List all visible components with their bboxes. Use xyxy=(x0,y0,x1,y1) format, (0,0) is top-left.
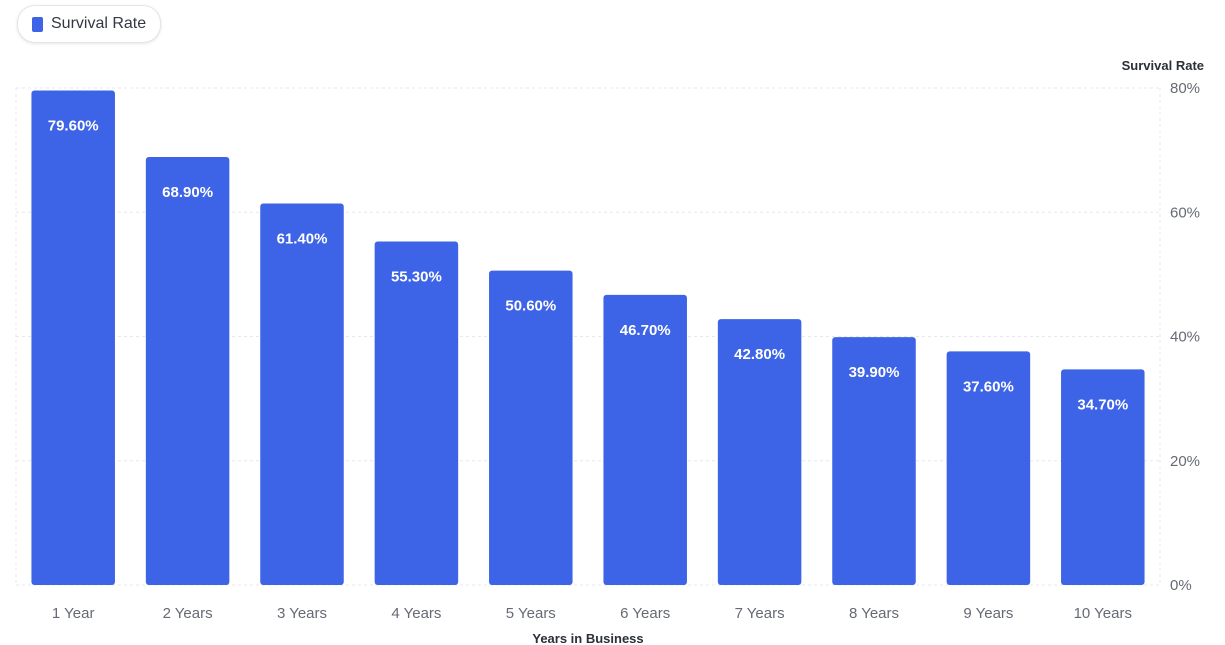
x-tick-label: 3 Years xyxy=(277,605,327,622)
data-label: 79.60% xyxy=(48,117,99,134)
x-tick-label: 8 Years xyxy=(849,605,899,622)
data-label: 68.90% xyxy=(162,184,213,201)
data-label: 42.80% xyxy=(734,346,785,363)
x-tick-label: 7 Years xyxy=(735,605,785,622)
bar[interactable] xyxy=(717,319,802,585)
x-tick-label: 10 Years xyxy=(1074,605,1132,622)
bar[interactable] xyxy=(31,90,115,586)
x-tick-label: 1 Year xyxy=(52,605,95,622)
bar[interactable] xyxy=(603,294,687,585)
bar[interactable] xyxy=(946,351,1031,585)
bar[interactable] xyxy=(145,156,230,586)
chart-legend[interactable]: Survival Rate xyxy=(17,5,162,43)
bar[interactable] xyxy=(374,241,459,586)
data-label: 46.70% xyxy=(620,322,671,339)
data-label: 61.40% xyxy=(277,231,328,248)
data-label: 55.30% xyxy=(391,268,442,285)
x-tick-label: 4 Years xyxy=(391,605,441,622)
y-axis-title: Survival Rate xyxy=(1122,58,1204,73)
x-tick-label: 5 Years xyxy=(506,605,556,622)
y-tick-label: 0% xyxy=(1170,577,1192,594)
legend-label: Survival Rate xyxy=(51,15,147,32)
bar[interactable] xyxy=(1061,369,1145,585)
y-tick-label: 20% xyxy=(1170,453,1200,470)
y-tick-label: 40% xyxy=(1170,329,1200,346)
bars xyxy=(31,90,1145,586)
data-label: 34.70% xyxy=(1077,396,1128,413)
x-tick-label: 9 Years xyxy=(963,605,1013,622)
legend-swatch xyxy=(32,16,43,32)
x-axis-title: Years in Business xyxy=(532,631,643,645)
bar[interactable] xyxy=(832,337,916,585)
bar[interactable] xyxy=(260,203,344,586)
y-tick-label: 80% xyxy=(1170,80,1200,97)
labels: 0% 20% 40% 60% 80% 79.60% 1 Year 68.90% 2 Years 6… xyxy=(48,80,1200,622)
data-label: 39.90% xyxy=(849,364,900,381)
bar[interactable] xyxy=(489,270,573,585)
x-tick-label: 6 Years xyxy=(620,605,670,622)
y-tick-label: 60% xyxy=(1170,204,1200,221)
data-label: 37.60% xyxy=(963,378,1014,395)
data-label: 50.60% xyxy=(505,298,556,315)
x-tick-label: 2 Years xyxy=(163,605,213,622)
grid-lines xyxy=(15,87,1161,586)
